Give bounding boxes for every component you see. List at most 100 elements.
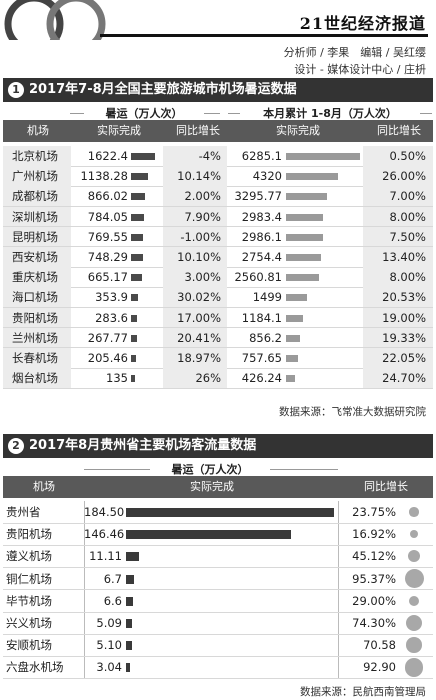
value-bar bbox=[126, 663, 130, 673]
ytd-growth: 22.05% bbox=[382, 351, 426, 365]
table-row: 遵义机场 11.11 45.12% bbox=[0, 546, 436, 566]
row-divider bbox=[3, 655, 433, 657]
summer-growth: 7.90% bbox=[184, 209, 221, 224]
ytd-growth-cell-shade bbox=[363, 287, 433, 308]
airport-name: 六盘水机场 bbox=[6, 660, 64, 675]
section1-title: 2017年7-8月全国主要旅游城市机场暑运数据 bbox=[29, 82, 297, 97]
summer-value: 748.29 bbox=[87, 250, 128, 264]
airport-name: 重庆机场 bbox=[12, 270, 58, 285]
summer-value: 353.9 bbox=[95, 290, 128, 305]
growth-cell-shade bbox=[163, 146, 227, 166]
ytd-bar bbox=[286, 233, 324, 241]
growth-cell-shade bbox=[163, 247, 227, 267]
value-bar bbox=[126, 552, 139, 562]
table-row: 海口机场 353.9 30.02% 1499 20.53% bbox=[0, 287, 436, 307]
table-row: 西安机场 748.29 10.10% 2754.4 13.40% bbox=[0, 247, 436, 267]
ytd-bar bbox=[286, 355, 299, 362]
ytd-value: 2754.4 bbox=[241, 250, 282, 264]
row-divider bbox=[3, 589, 433, 591]
ytd-bar bbox=[286, 173, 339, 181]
ytd-growth: 24.70% bbox=[382, 371, 426, 386]
value-bar bbox=[126, 596, 134, 606]
summer-growth: 10.14% bbox=[177, 169, 221, 184]
table-row: 成都机场 866.02 2.00% 3295.77 7.00% bbox=[0, 186, 436, 206]
growth-dot bbox=[406, 637, 422, 653]
table-row: 安顺机场 5.10 70.58 bbox=[0, 635, 436, 655]
summer-growth: 26% bbox=[195, 371, 221, 386]
table-row: 广州机场 1138.28 10.14% 4320 26.00% bbox=[0, 166, 436, 186]
masthead-rule bbox=[100, 34, 428, 37]
airport-name: 深圳机场 bbox=[12, 209, 58, 224]
ytd-growth-cell-shade bbox=[363, 247, 433, 267]
ytd-bar bbox=[286, 314, 304, 322]
summer-value: 769.55 bbox=[87, 229, 128, 244]
summer-value: 205.46 bbox=[87, 351, 128, 365]
table-row: 贵阳机场 283.6 17.00% 1184.1 19.00% bbox=[0, 308, 436, 328]
table-row: 六盘水机场 3.04 92.90 bbox=[0, 657, 436, 677]
header2-growth: 同比增长 bbox=[364, 480, 408, 493]
section2-source: 数据来源：民航西南管理局 bbox=[300, 686, 426, 698]
section1-title-bar: 1 2017年7-8月全国主要旅游城市机场暑运数据 bbox=[3, 78, 433, 102]
header2-airport: 机场 bbox=[33, 480, 55, 493]
airport-name: 兰州机场 bbox=[12, 330, 58, 345]
row-divider bbox=[3, 367, 433, 369]
ytd-growth-cell-shade bbox=[363, 327, 433, 348]
ytd-value: 1499 bbox=[252, 290, 282, 305]
airport-value: 6.6 bbox=[103, 593, 122, 608]
ytd-value: 2560.81 bbox=[234, 270, 282, 285]
airport-name: 安顺机场 bbox=[6, 638, 52, 653]
summer-bar bbox=[131, 334, 137, 342]
growth-dot bbox=[405, 614, 423, 632]
row-divider bbox=[3, 306, 433, 308]
ytd-value: 426.24 bbox=[241, 371, 282, 386]
airport-name: 长春机场 bbox=[12, 351, 58, 365]
ytd-value: 856.2 bbox=[249, 330, 282, 345]
summer-growth: 17.00% bbox=[177, 310, 221, 325]
summer-growth: 2.00% bbox=[184, 189, 221, 204]
ytd-value: 6285.1 bbox=[241, 149, 282, 163]
masthead: 21世纪经济报道 bbox=[0, 0, 436, 40]
ytd-growth: 7.00% bbox=[389, 189, 426, 204]
growth-dot bbox=[409, 530, 419, 539]
growth-cell-shade bbox=[163, 327, 227, 348]
value-bar bbox=[126, 508, 334, 517]
airport-cell-shade bbox=[3, 287, 71, 308]
airport-cell-shade bbox=[3, 146, 71, 166]
section2-header-row: 机场 实际完成 同比增长 bbox=[3, 476, 433, 498]
value-bar bbox=[126, 619, 132, 628]
ytd-value: 2983.4 bbox=[241, 209, 282, 224]
credits-line-1: 分析师 / 李果 编辑 / 吴红缨 bbox=[283, 46, 426, 59]
ytd-growth-cell-shade bbox=[363, 166, 433, 187]
table-row: 长春机场 205.46 18.97% 757.65 22.05% bbox=[0, 348, 436, 368]
summer-bar bbox=[131, 274, 143, 282]
row-divider bbox=[3, 678, 433, 680]
growth-cell-shade bbox=[163, 226, 227, 247]
airport-name: 兴义机场 bbox=[6, 616, 52, 630]
section2-number: 2 bbox=[8, 438, 24, 454]
row-divider bbox=[3, 544, 433, 546]
ytd-bar bbox=[286, 375, 295, 383]
table-row: 贵州省 184.50 23.75% bbox=[0, 502, 436, 522]
ytd-bar bbox=[286, 254, 321, 261]
summer-growth: 10.10% bbox=[177, 250, 221, 264]
summer-growth: -1.00% bbox=[180, 229, 221, 244]
summer-bar bbox=[131, 233, 144, 241]
ytd-growth-cell-shade bbox=[363, 186, 433, 207]
ytd-growth: 26.00% bbox=[382, 169, 426, 184]
row-divider bbox=[3, 185, 433, 187]
header-airport: 机场 bbox=[27, 124, 49, 137]
summer-bar bbox=[131, 355, 136, 362]
ytd-growth-cell-shade bbox=[363, 226, 433, 247]
ytd-value: 3295.77 bbox=[234, 189, 282, 204]
airport-name: 北京机场 bbox=[12, 149, 58, 163]
growth-cell-shade bbox=[163, 368, 227, 389]
airport-growth: 92.90 bbox=[363, 660, 396, 675]
newspaper-brand: 21世纪经济报道 bbox=[299, 14, 426, 33]
growth-dot bbox=[409, 595, 419, 606]
airport-name: 成都机场 bbox=[12, 189, 58, 204]
summer-value: 283.6 bbox=[95, 310, 128, 325]
growth-dot bbox=[407, 550, 421, 563]
growth-dot bbox=[404, 569, 424, 589]
ytd-growth-cell-shade bbox=[363, 146, 433, 166]
table-row: 深圳机场 784.05 7.90% 2983.4 8.00% bbox=[0, 207, 436, 227]
